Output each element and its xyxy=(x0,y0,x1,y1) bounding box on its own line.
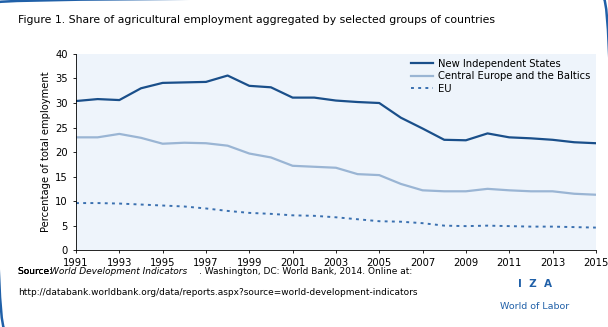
Text: Source:: Source: xyxy=(18,267,55,276)
Text: Figure 1. Share of agricultural employment aggregated by selected groups of coun: Figure 1. Share of agricultural employme… xyxy=(18,15,496,25)
Y-axis label: Percentage of total employment: Percentage of total employment xyxy=(41,72,50,232)
Text: World Development Indicators: World Development Indicators xyxy=(50,267,187,276)
Legend: New Independent States, Central Europe and the Baltics, EU: New Independent States, Central Europe a… xyxy=(412,59,591,94)
Text: . Washington, DC: World Bank, 2014. Online at:: . Washington, DC: World Bank, 2014. Onli… xyxy=(199,267,412,276)
Text: I  Z  A: I Z A xyxy=(518,279,552,289)
Text: Source:: Source: xyxy=(18,267,55,276)
Text: http://databank.worldbank.org/data/reports.aspx?source=world-development-indicat: http://databank.worldbank.org/data/repor… xyxy=(18,288,418,298)
Text: Source:: Source: xyxy=(18,267,55,276)
Text: World of Labor: World of Labor xyxy=(500,302,570,311)
